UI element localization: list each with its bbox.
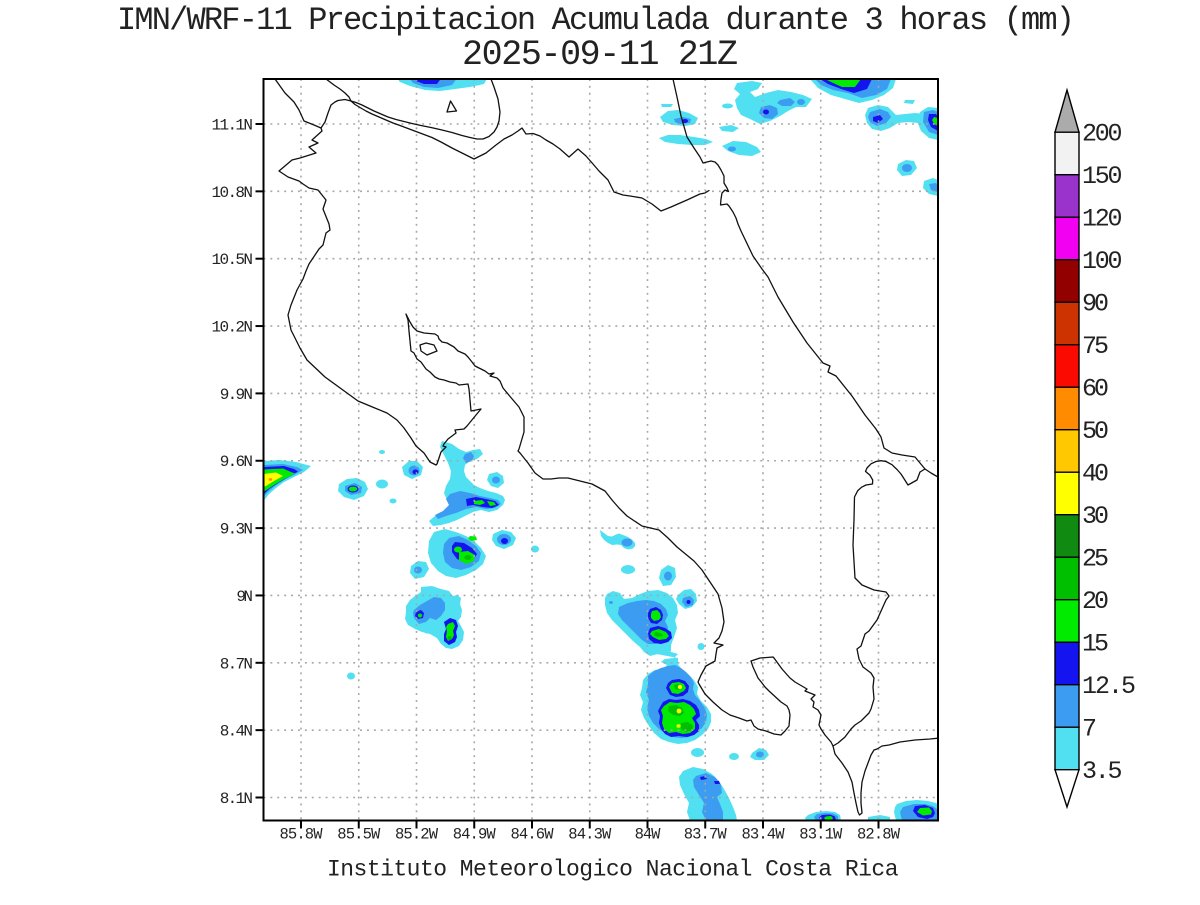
- svg-text:8.4N: 8.4N: [220, 723, 253, 741]
- svg-text:83.1W: 83.1W: [799, 826, 843, 844]
- svg-text:85.8W: 85.8W: [280, 826, 324, 844]
- svg-text:82.8W: 82.8W: [857, 826, 901, 844]
- svg-text:IMN/WRF-11 Precipitacion Acumu: IMN/WRF-11 Precipitacion Acumulada duran…: [117, 2, 1075, 39]
- svg-text:100: 100: [1082, 247, 1123, 276]
- svg-text:120: 120: [1082, 205, 1123, 234]
- svg-text:9N: 9N: [236, 588, 253, 606]
- svg-text:83.4W: 83.4W: [742, 826, 786, 844]
- svg-text:40: 40: [1082, 460, 1109, 489]
- svg-text:Instituto Meteorologico Nacion: Instituto Meteorologico Nacional Costa R…: [327, 857, 899, 883]
- svg-text:9.9N: 9.9N: [220, 386, 253, 404]
- svg-text:84W: 84W: [635, 826, 661, 844]
- svg-text:84.3W: 84.3W: [568, 826, 612, 844]
- svg-text:7: 7: [1082, 715, 1097, 744]
- svg-text:85.2W: 85.2W: [395, 826, 439, 844]
- svg-text:3.5: 3.5: [1082, 757, 1123, 786]
- svg-text:12.5: 12.5: [1082, 672, 1136, 701]
- svg-text:85.5W: 85.5W: [337, 826, 381, 844]
- svg-text:10.2N: 10.2N: [212, 319, 254, 337]
- svg-text:200: 200: [1082, 120, 1123, 149]
- svg-text:11.1N: 11.1N: [212, 117, 254, 135]
- svg-text:84.9W: 84.9W: [453, 826, 497, 844]
- svg-text:90: 90: [1082, 290, 1109, 319]
- svg-text:15: 15: [1082, 630, 1109, 659]
- svg-text:10.8N: 10.8N: [212, 184, 254, 202]
- svg-text:30: 30: [1082, 502, 1109, 531]
- svg-text:20: 20: [1082, 587, 1109, 616]
- svg-text:84.6W: 84.6W: [511, 826, 555, 844]
- svg-text:9.6N: 9.6N: [220, 453, 253, 471]
- svg-text:10.5N: 10.5N: [212, 251, 254, 269]
- svg-text:9.3N: 9.3N: [220, 521, 253, 539]
- svg-text:75: 75: [1082, 332, 1109, 361]
- svg-text:25: 25: [1082, 545, 1109, 574]
- svg-text:8.7N: 8.7N: [220, 655, 253, 673]
- svg-text:150: 150: [1082, 162, 1123, 191]
- svg-text:2025-09-11 21Z: 2025-09-11 21Z: [462, 35, 738, 75]
- svg-text:60: 60: [1082, 375, 1109, 404]
- svg-text:8.1N: 8.1N: [220, 790, 253, 808]
- svg-text:83.7W: 83.7W: [684, 826, 728, 844]
- svg-text:50: 50: [1082, 417, 1109, 446]
